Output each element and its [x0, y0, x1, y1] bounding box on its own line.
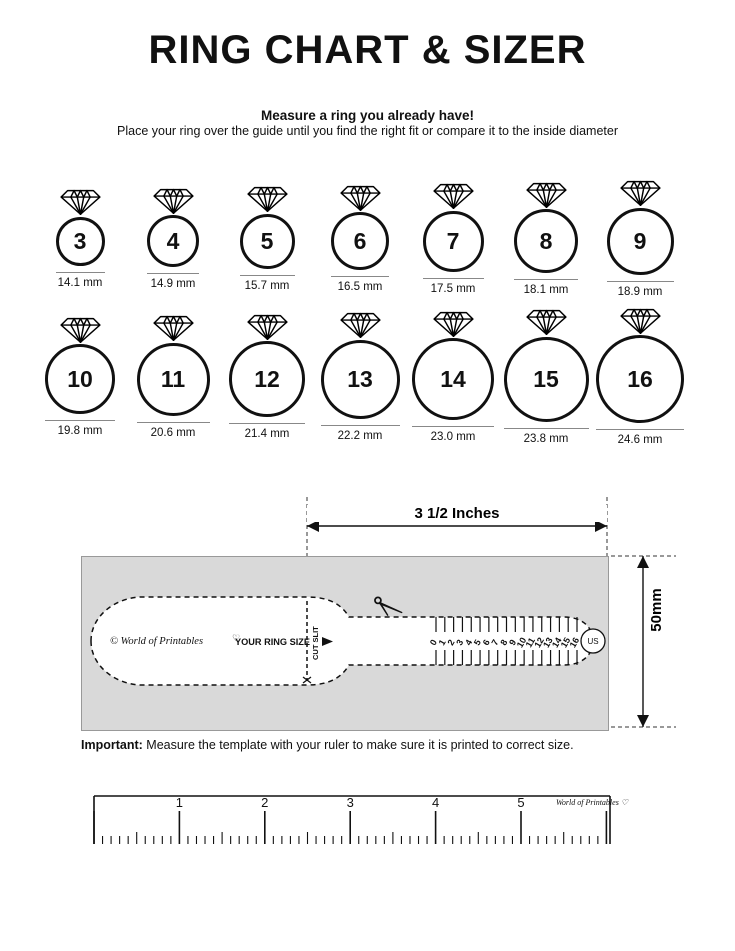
svg-text:5: 5 — [517, 795, 524, 810]
svg-text:2: 2 — [261, 795, 268, 810]
svg-text:© World of Printables: © World of Printables — [110, 636, 203, 647]
svg-text:CUT SLIT: CUT SLIT — [311, 626, 320, 660]
svg-text:YOUR RING SIZE: YOUR RING SIZE — [235, 637, 310, 647]
svg-text:3: 3 — [347, 795, 354, 810]
svg-text:1: 1 — [176, 795, 183, 810]
svg-text:US: US — [587, 637, 598, 646]
svg-text:4: 4 — [432, 795, 439, 810]
